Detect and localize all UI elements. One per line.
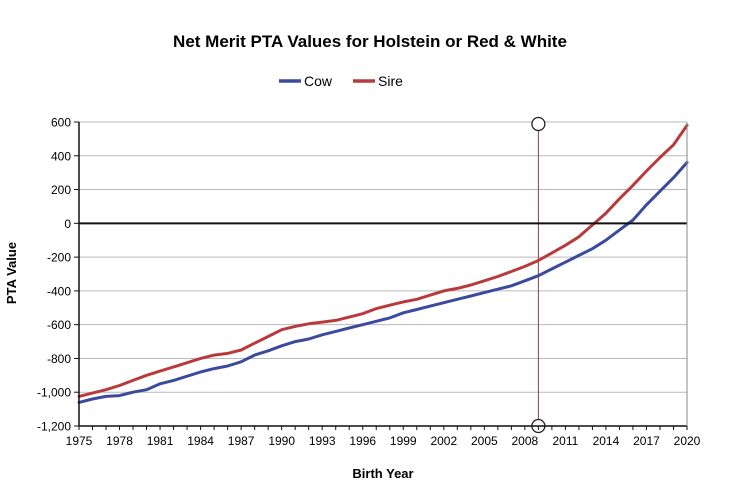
x-tick-label: 2008 (512, 434, 539, 448)
x-tick-label: 1993 (309, 434, 336, 448)
y-tick-label: -800 (47, 352, 71, 366)
series-lines (77, 123, 689, 404)
series-line-cow (77, 161, 689, 404)
legend-label-sire: Sire (378, 73, 403, 89)
x-tick-label: 1999 (390, 434, 417, 448)
x-tick-label: 1984 (187, 434, 214, 448)
y-tick-label: -400 (47, 284, 71, 298)
y-tick-label: 600 (51, 116, 71, 130)
series-line-sire (77, 123, 689, 398)
x-tick-label: 1978 (106, 434, 133, 448)
chart-title: Net Merit PTA Values for Holstein or Red… (173, 32, 567, 51)
y-tick-label: 200 (51, 183, 71, 197)
x-tick-label: 2020 (674, 434, 701, 448)
y-axis-ticks: 600 400 200 0 -200 -400 -600 -800 -1,000 -1,200 (37, 116, 79, 434)
x-tick-label: 2017 (633, 434, 660, 448)
reference-circle-top (531, 116, 546, 132)
x-tick-label: 1981 (147, 434, 174, 448)
x-tick-label: 2011 (552, 434, 578, 448)
x-tick-label: 1990 (268, 434, 295, 448)
y-tick-label: -1,000 (37, 386, 71, 400)
x-axis-ticks: 1975 1978 1981 1984 1987 1990 1993 1996 1999 2002… (66, 426, 701, 448)
reference-line (531, 116, 546, 434)
y-tick-label: -200 (47, 251, 71, 265)
y-tick-label: 0 (64, 217, 71, 231)
y-tick-label: -600 (47, 318, 71, 332)
legend-label-cow: Cow (304, 73, 333, 89)
y-tick-label: 400 (51, 149, 71, 163)
x-axis-label: Birth Year (352, 466, 413, 481)
y-axis-label: PTA Value (4, 242, 19, 304)
x-tick-label: 2005 (471, 434, 498, 448)
x-tick-label: 1996 (349, 434, 376, 448)
y-tick-label: -1,200 (37, 420, 71, 434)
axes (78, 122, 688, 427)
x-tick-label: 1987 (228, 434, 255, 448)
legend: Cow Sire (279, 73, 403, 89)
x-tick-label: 2002 (430, 434, 457, 448)
grid-lines (79, 121, 687, 393)
x-tick-label: 2014 (593, 434, 620, 448)
x-tick-label: 1975 (66, 434, 93, 448)
